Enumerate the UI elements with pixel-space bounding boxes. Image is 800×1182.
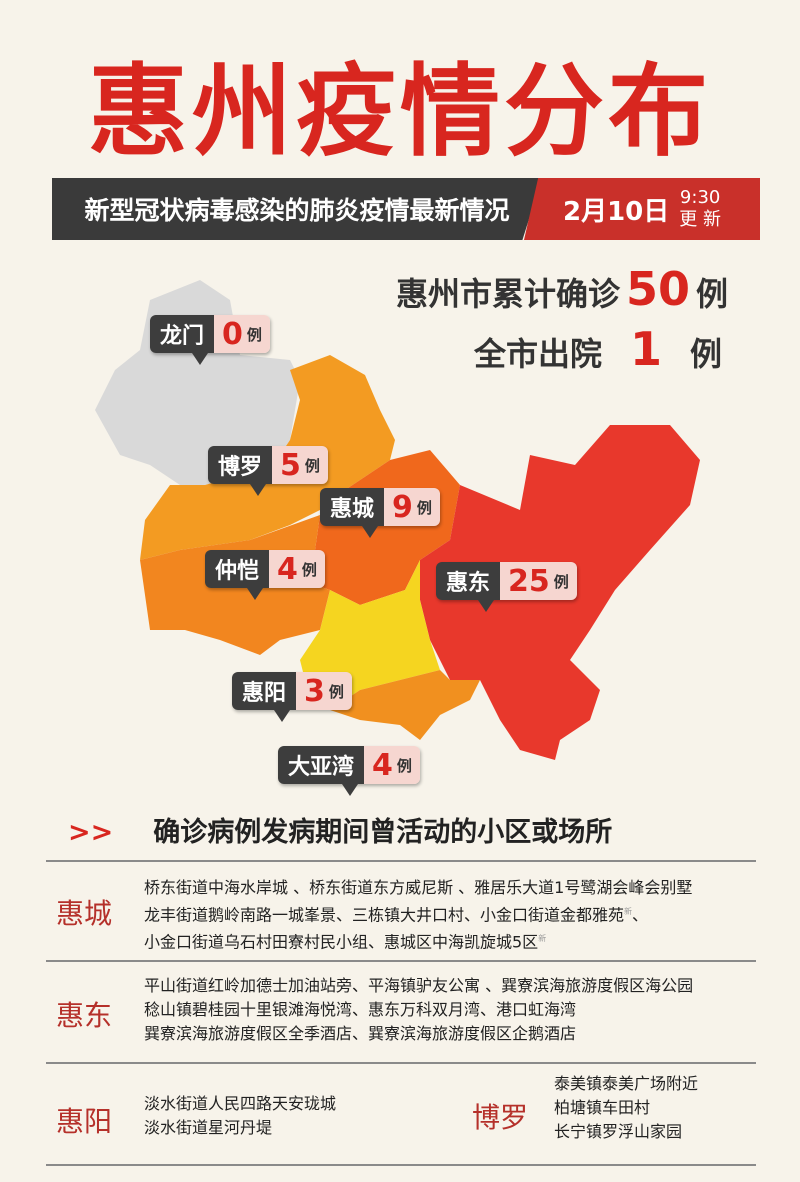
update-time: 9:30 (679, 187, 721, 208)
subtitle: 新型冠状病毒感染的肺炎疫情最新情况 (52, 178, 542, 240)
divider (46, 1164, 756, 1166)
update-label: 更 新 (679, 209, 721, 230)
subtitle-bar: 新型冠状病毒感染的肺炎疫情最新情况 2月10日 9:30 更 新 (52, 178, 760, 240)
label-zhongkai: 仲恺 4 例 (205, 550, 325, 600)
region-dayawan (330, 670, 480, 740)
update-date: 2月10日 (562, 196, 670, 227)
label-boluo: 博罗 5 例 (208, 446, 328, 496)
label-dayawan: 大亚湾 4 例 (278, 746, 420, 796)
label-huiyang: 惠阳 3 例 (232, 672, 352, 722)
divider (46, 1062, 756, 1064)
update-info: 2月10日 9:30 更 新 (524, 178, 760, 240)
label-huicheng: 惠城 9 例 (320, 488, 440, 538)
divider (46, 860, 756, 862)
section-heading: >> 确诊病例发病期间曾活动的小区或场所 (68, 817, 613, 848)
discharged-total: 全市出院 1 例 (473, 322, 722, 376)
label-huidong: 惠东 25 例 (436, 562, 577, 612)
label-longmen: 龙门 0 例 (150, 315, 270, 365)
page-title: 惠州疫情分布 (88, 53, 712, 170)
confirmed-total: 惠州市累计确诊 50 例 (395, 262, 728, 316)
district-map (95, 280, 700, 760)
divider (46, 960, 756, 962)
region-boluo (140, 355, 395, 560)
region-longmen (95, 280, 300, 485)
